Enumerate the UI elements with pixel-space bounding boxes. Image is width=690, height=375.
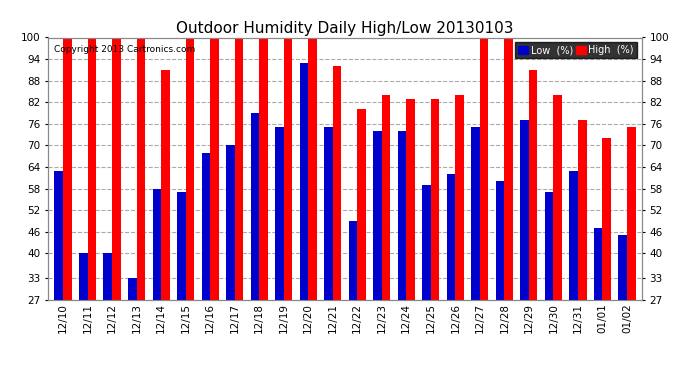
Bar <box>496 182 504 300</box>
Bar <box>357 110 366 300</box>
Bar <box>308 38 317 300</box>
Bar <box>431 99 440 300</box>
Bar <box>471 128 480 300</box>
Text: Copyright 2013 Cartronics.com: Copyright 2013 Cartronics.com <box>55 45 195 54</box>
Bar <box>545 192 553 300</box>
Bar <box>201 153 210 300</box>
Bar <box>152 189 161 300</box>
Bar <box>333 66 342 300</box>
Bar <box>284 38 293 300</box>
Bar <box>594 228 602 300</box>
Bar <box>406 99 415 300</box>
Bar <box>504 38 513 300</box>
Bar <box>88 38 96 300</box>
Bar <box>382 95 391 300</box>
Bar <box>177 192 186 300</box>
Bar <box>602 138 611 300</box>
Bar <box>235 38 244 300</box>
Bar <box>422 185 431 300</box>
Bar <box>55 171 63 300</box>
Bar <box>373 131 382 300</box>
Bar <box>63 38 72 300</box>
Bar <box>618 235 627 300</box>
Bar <box>275 128 284 300</box>
Bar <box>480 38 489 300</box>
Bar <box>161 70 170 300</box>
Bar <box>79 253 88 300</box>
Bar <box>112 38 121 300</box>
Bar <box>324 128 333 300</box>
Bar <box>348 221 357 300</box>
Bar <box>569 171 578 300</box>
Bar <box>397 131 406 300</box>
Bar <box>299 63 308 300</box>
Bar <box>529 70 538 300</box>
Bar <box>226 146 235 300</box>
Bar <box>520 120 529 300</box>
Bar <box>259 38 268 300</box>
Bar <box>627 128 635 300</box>
Bar <box>210 38 219 300</box>
Bar <box>137 38 145 300</box>
Bar <box>250 113 259 300</box>
Bar <box>553 95 562 300</box>
Bar <box>578 120 586 300</box>
Bar <box>446 174 455 300</box>
Legend: Low  (%), High  (%): Low (%), High (%) <box>515 42 637 58</box>
Title: Outdoor Humidity Daily High/Low 20130103: Outdoor Humidity Daily High/Low 20130103 <box>176 21 514 36</box>
Bar <box>128 278 137 300</box>
Bar <box>186 38 194 300</box>
Bar <box>455 95 464 300</box>
Bar <box>104 253 112 300</box>
